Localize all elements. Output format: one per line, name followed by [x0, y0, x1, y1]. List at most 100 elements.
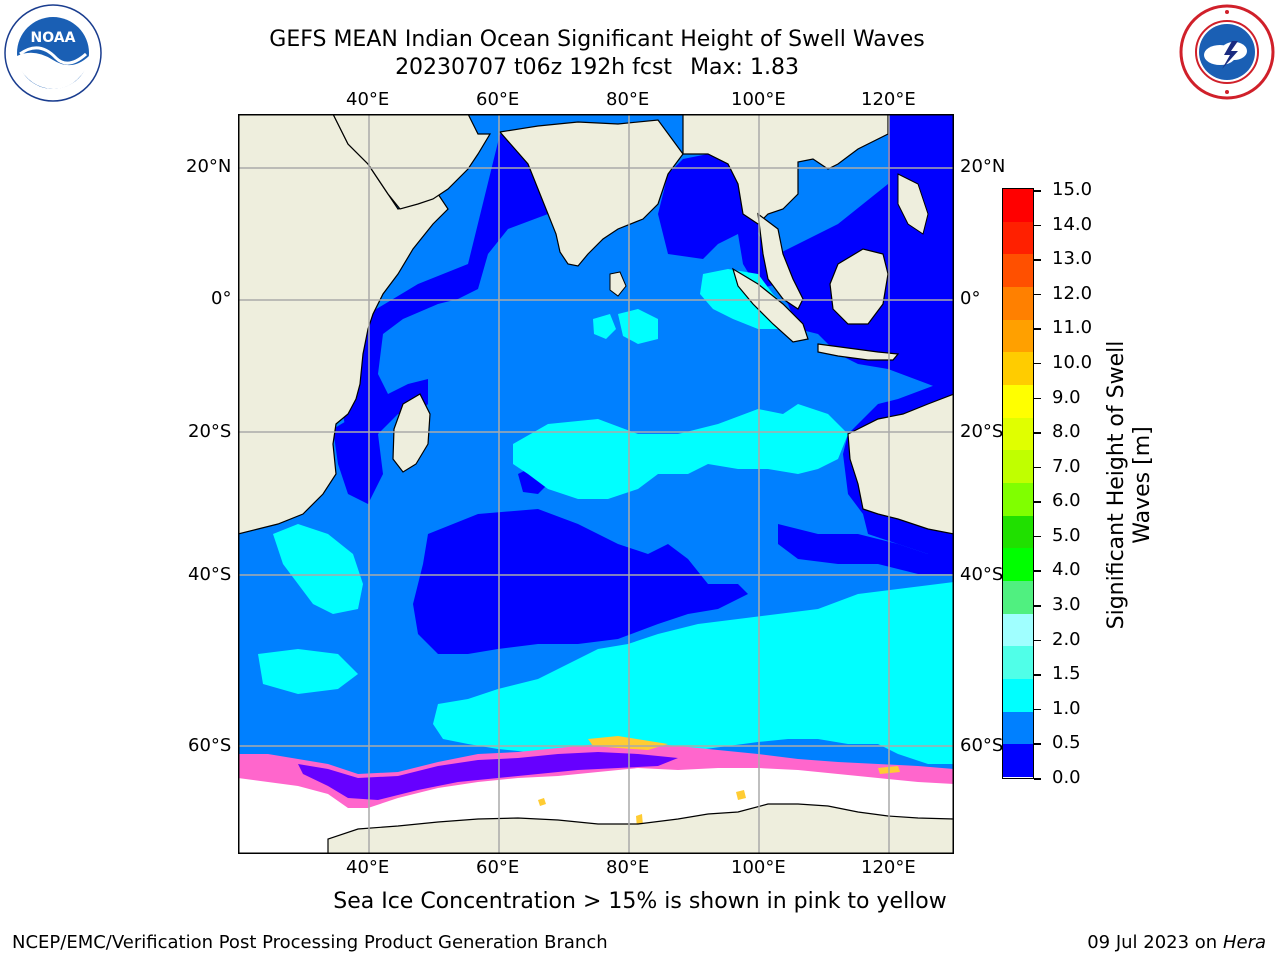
colorbar-label: 11.0: [1052, 317, 1093, 339]
cyan-swell-southwest: [258, 649, 358, 694]
sea-ice-caption: Sea Ice Concentration > 15% is shown in …: [333, 889, 947, 914]
footer-host: Hera: [1222, 932, 1266, 953]
colorbar-tick: [1034, 778, 1041, 780]
colorbar-label: 8.0: [1052, 421, 1081, 443]
cyan-swell-south: [433, 582, 954, 764]
lon-label-bottom-60e: 60°E: [476, 857, 520, 878]
colorbar-tick: [1034, 743, 1041, 745]
colorbar: [1002, 188, 1034, 779]
colorbar-title-line2: Waves [m]: [1130, 426, 1155, 544]
colorbar-label: 3.0: [1052, 594, 1081, 616]
colorbar-segment: [1003, 352, 1033, 385]
colorbar-tick: [1034, 570, 1041, 572]
colorbar-tick: [1034, 259, 1041, 261]
colorbar-label: 6.0: [1052, 490, 1081, 512]
colorbar-segment: [1003, 613, 1033, 647]
map-panel: [238, 114, 954, 854]
land-java: [817, 343, 900, 361]
sea-ice-pink-band: [238, 742, 954, 808]
dark-swell-arabian-sea: [338, 134, 588, 464]
land-australia: [847, 393, 954, 535]
colorbar-tick: [1034, 708, 1041, 711]
colorbar-tick: [1034, 466, 1041, 469]
noaa-logo: NOAA: [4, 4, 102, 102]
lat-label-right-20s: 20°S: [960, 421, 1004, 442]
colorbar-tick: [1034, 605, 1041, 607]
footer-date-text: 09 Jul 2023 on: [1087, 932, 1218, 953]
land-antarctica: [327, 803, 954, 854]
colorbar-segment: [1003, 711, 1033, 745]
lat-label-left-20s: 20°S: [188, 421, 232, 442]
lon-label-top-100e: 100°E: [731, 89, 786, 110]
colorbar-label: 13.0: [1052, 248, 1093, 270]
colorbar-tick: [1034, 293, 1041, 296]
lon-label-top-120e: 120°E: [861, 89, 916, 110]
land-borneo: [829, 248, 889, 325]
colorbar-label: 14.0: [1052, 213, 1093, 235]
colorbar-label: 2.0: [1052, 628, 1081, 650]
lon-label-bottom-100e: 100°E: [731, 857, 786, 878]
colorbar-label: 4.0: [1052, 559, 1081, 581]
lat-label-left-20n: 20°N: [186, 156, 232, 177]
colorbar-tick: [1034, 190, 1041, 192]
colorbar-tick: [1034, 639, 1041, 642]
land-sumatra: [731, 267, 809, 343]
lat-label-right-0: 0°: [960, 288, 981, 309]
lon-label-top-60e: 60°E: [476, 89, 520, 110]
cyan-swell-west: [273, 524, 363, 614]
max-value: Max: 1.83: [690, 55, 799, 80]
map-frame: [238, 114, 954, 854]
colorbar-segment: [1003, 287, 1033, 320]
colorbar-segment: [1003, 254, 1033, 287]
colorbar-title-line1: Significant Height of Swell: [1104, 340, 1129, 630]
colorbar-segment: [1003, 646, 1033, 679]
lat-label-left-40s: 40°S: [188, 564, 232, 585]
sea-ice-yellow-3: [736, 790, 746, 800]
colorbar-tick: [1034, 535, 1041, 538]
sea-ice-purple-edge: [298, 752, 678, 800]
chart-subtitle: 20230707 t06z 192h fcst Max: 1.83: [0, 55, 1194, 81]
colorbar-label: 1.5: [1052, 663, 1081, 685]
land-southeast-asia: [682, 114, 889, 225]
colorbar-label: 15.0: [1052, 179, 1093, 200]
colorbar-tick: [1034, 362, 1041, 365]
lon-label-bottom-40e: 40°E: [346, 857, 390, 878]
lat-label-right-20n: 20°N: [960, 156, 1006, 177]
colorbar-segment: [1003, 483, 1033, 516]
lon-label-bottom-80e: 80°E: [606, 857, 650, 878]
dark-swell-bay-of-bengal: [658, 154, 743, 259]
forecast-time: 20230707 t06z 192h fcst: [395, 55, 673, 80]
colorbar-segment: [1003, 189, 1033, 222]
colorbar-label: 12.0: [1052, 282, 1093, 304]
colorbar-label: 9.0: [1052, 386, 1081, 408]
colorbar-label: 1.0: [1052, 697, 1081, 719]
colorbar-segment: [1003, 744, 1033, 777]
lat-label-left-60s: 60°S: [188, 735, 232, 756]
colorbar-segment: [1003, 417, 1033, 451]
colorbar-title: Significant Height of Swell Waves [m]: [1104, 285, 1156, 685]
cyan-swell-equator-mid: [618, 309, 658, 344]
colorbar-segment: [1003, 221, 1033, 255]
land-india: [498, 119, 684, 267]
colorbar-segment: [1003, 679, 1033, 712]
colorbar-segment: [1003, 548, 1033, 581]
dark-swell-madagascar-channel: [333, 414, 383, 504]
lat-label-right-60s: 60°S: [960, 735, 1004, 756]
colorbar-tick: [1034, 328, 1041, 330]
dark-swell-south-central: [413, 509, 748, 654]
cyan-swell-equator-small: [593, 314, 616, 339]
colorbar-label: 7.0: [1052, 455, 1081, 477]
land-sri-lanka: [609, 271, 627, 297]
dark-swell-small-east: [778, 524, 954, 574]
nws-logo-icon: [1178, 3, 1276, 101]
lon-label-top-80e: 80°E: [606, 89, 650, 110]
colorbar-segment: [1003, 515, 1033, 549]
colorbar-tick: [1034, 674, 1041, 676]
colorbar-segment: [1003, 581, 1033, 614]
colorbar-segment: [1003, 450, 1033, 483]
noaa-logo-text: NOAA: [31, 30, 76, 46]
graticule: [238, 114, 954, 854]
colorbar-segment: [1003, 319, 1033, 353]
sea-ice-yellow-2: [538, 798, 546, 806]
swell-height-map: [238, 114, 954, 854]
